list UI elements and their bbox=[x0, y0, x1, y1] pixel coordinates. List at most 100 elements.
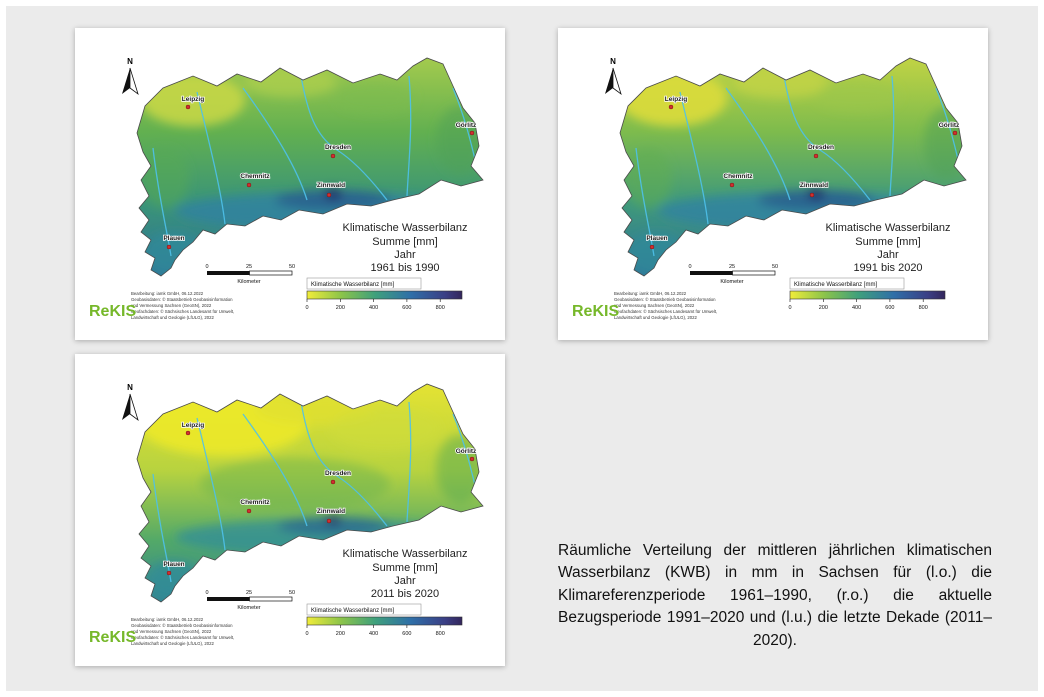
scalebar-unit: Kilometer bbox=[237, 605, 260, 611]
credits: Bearbeitung: iamk GmbH, 06.12.2022 Geoba… bbox=[131, 291, 234, 320]
map-figure-2011-2020: N bbox=[89, 383, 484, 646]
scalebar: 0 25 50 Kilometer bbox=[205, 590, 295, 611]
credits-line: Geobasisdaten: © Staatsbetrieb Geobasisi… bbox=[131, 297, 233, 302]
city-dot-zinnwald bbox=[809, 192, 815, 198]
north-label: N bbox=[127, 57, 133, 66]
scalebar: 0 25 50 Kilometer bbox=[688, 264, 778, 285]
city-dot-dresden bbox=[330, 153, 336, 159]
city-dot-zinnwald bbox=[326, 518, 332, 524]
map-title-line4: 1961 bis 1990 bbox=[370, 262, 439, 274]
saxony-outline bbox=[619, 57, 967, 277]
credits-line: Geofachdaten: © Sächsisches Landesamt fü… bbox=[614, 309, 717, 314]
scalebar-tick-50: 50 bbox=[289, 264, 295, 270]
legend-label: Klimatische Wasserbilanz [mm] bbox=[311, 282, 394, 288]
credits-line: Geofachdaten: © Sächsisches Landesamt fü… bbox=[131, 635, 234, 640]
figure-canvas: N bbox=[6, 6, 1038, 691]
city-label-chemnitz: Chemnitz bbox=[723, 173, 753, 180]
legend-tick-200: 200 bbox=[819, 305, 828, 311]
legend: Klimatische Wasserbilanz [mm] 0 200 400 … bbox=[305, 277, 463, 311]
scalebar: 0 25 50 Kilometer bbox=[205, 264, 295, 285]
scalebar-tick-25: 25 bbox=[729, 264, 735, 270]
city-dot-goerlitz bbox=[469, 456, 475, 462]
city-label-zinnwald: Zinnwald bbox=[317, 182, 345, 189]
scalebar-tick-0: 0 bbox=[205, 264, 208, 270]
north-arrow-icon: N bbox=[605, 57, 622, 96]
map-title: Klimatische Wasserbilanz Summe [mm] Jahr… bbox=[343, 222, 468, 274]
legend: Klimatische Wasserbilanz [mm] 0 200 400 … bbox=[788, 277, 946, 311]
legend-colorbar bbox=[306, 616, 463, 626]
map-title-line2: Summe [mm] bbox=[855, 236, 920, 248]
north-arrow-icon: N bbox=[122, 383, 139, 422]
map-title-line4: 2011 bis 2020 bbox=[371, 588, 439, 600]
map-title-line2: Summe [mm] bbox=[372, 562, 437, 574]
legend-colorbar bbox=[306, 290, 463, 300]
scalebar-tick-0: 0 bbox=[688, 264, 691, 270]
legend-tick-200: 200 bbox=[336, 631, 345, 637]
credits: Bearbeitung: iamk GmbH, 06.12.2022 Geoba… bbox=[131, 617, 234, 646]
legend: Klimatische Wasserbilanz [mm] 0 200 400 … bbox=[305, 603, 463, 637]
credits-line: und Vermessung Sachsen (GeoSN), 2022 bbox=[131, 629, 212, 634]
north-label: N bbox=[127, 383, 133, 392]
map-figure-1961-1990: N bbox=[89, 57, 484, 320]
credits-line: Bearbeitung: iamk GmbH, 06.12.2022 bbox=[614, 291, 687, 296]
city-label-chemnitz: Chemnitz bbox=[240, 173, 270, 180]
city-dot-goerlitz bbox=[469, 130, 475, 136]
city-label-plauen: Plauen bbox=[163, 235, 184, 242]
city-label-goerlitz: Görlitz bbox=[939, 122, 960, 129]
city-dot-dresden bbox=[330, 479, 336, 485]
city-dot-leipzig bbox=[668, 104, 674, 110]
cities: Leipzig Görlitz Dresden Chemnitz Zinnwal… bbox=[163, 421, 478, 576]
city-label-leipzig: Leipzig bbox=[182, 422, 204, 429]
city-dot-leipzig bbox=[185, 430, 191, 436]
legend-tick-800: 800 bbox=[436, 631, 445, 637]
city-dot-plauen bbox=[166, 244, 172, 250]
legend-tick-800: 800 bbox=[919, 305, 928, 311]
city-label-dresden: Dresden bbox=[325, 470, 351, 477]
scalebar-tick-25: 25 bbox=[246, 264, 252, 270]
legend-tick-600: 600 bbox=[885, 305, 894, 311]
city-dot-dresden bbox=[813, 153, 819, 159]
city-label-goerlitz: Görlitz bbox=[456, 122, 477, 129]
scalebar-tick-0: 0 bbox=[205, 590, 208, 596]
map-panel-2011-2020: N bbox=[75, 354, 505, 666]
legend-tick-600: 600 bbox=[402, 305, 411, 311]
cities: Leipzig Görlitz Dresden Chemnitz Zinnwal… bbox=[646, 95, 961, 250]
credits-line: Landwirtschaft und Geologie (LfULG), 202… bbox=[131, 315, 214, 320]
map-title-line1: Klimatische Wasserbilanz bbox=[343, 222, 468, 234]
city-dot-goerlitz bbox=[952, 130, 958, 136]
city-label-dresden: Dresden bbox=[325, 144, 351, 151]
city-label-goerlitz: Görlitz bbox=[456, 448, 477, 455]
credits-line: Geobasisdaten: © Staatsbetrieb Geobasisi… bbox=[131, 623, 233, 628]
legend-tick-0: 0 bbox=[305, 631, 308, 637]
credits-line: Bearbeitung: iamk GmbH, 06.12.2022 bbox=[131, 617, 204, 622]
map-panel-1991-2020: N bbox=[558, 28, 988, 340]
saxony-outline bbox=[136, 57, 484, 277]
map-title-line3: Jahr bbox=[394, 575, 416, 587]
city-dot-plauen bbox=[166, 570, 172, 576]
scalebar-unit: Kilometer bbox=[720, 279, 743, 285]
legend-tick-200: 200 bbox=[336, 305, 345, 311]
map-title-line1: Klimatische Wasserbilanz bbox=[343, 548, 468, 560]
city-label-plauen: Plauen bbox=[646, 235, 667, 242]
rekis-logo: ReKIS bbox=[89, 303, 136, 320]
city-dot-zinnwald bbox=[326, 192, 332, 198]
legend-label: Klimatische Wasserbilanz [mm] bbox=[794, 282, 877, 288]
city-label-zinnwald: Zinnwald bbox=[317, 508, 345, 515]
legend-colorbar bbox=[789, 290, 946, 300]
scalebar-unit: Kilometer bbox=[237, 279, 260, 285]
credits-line: Landwirtschaft und Geologie (LfULG), 202… bbox=[131, 641, 214, 646]
map-title-line4: 1991 bis 2020 bbox=[853, 262, 922, 274]
legend-label: Klimatische Wasserbilanz [mm] bbox=[311, 608, 394, 614]
rivers bbox=[152, 401, 478, 583]
scalebar-tick-50: 50 bbox=[772, 264, 778, 270]
map-figure-1991-2020: N bbox=[572, 57, 967, 320]
city-label-leipzig: Leipzig bbox=[665, 96, 687, 103]
scalebar-tick-25: 25 bbox=[246, 590, 252, 596]
city-dot-chemnitz bbox=[729, 182, 735, 188]
figure-caption: Räumliche Verteilung der mittleren jährl… bbox=[558, 542, 992, 649]
saxony-outline bbox=[136, 383, 484, 603]
map-title-line2: Summe [mm] bbox=[372, 236, 437, 248]
map-title-line1: Klimatische Wasserbilanz bbox=[826, 222, 951, 234]
city-label-chemnitz: Chemnitz bbox=[240, 499, 270, 506]
city-label-plauen: Plauen bbox=[163, 561, 184, 568]
